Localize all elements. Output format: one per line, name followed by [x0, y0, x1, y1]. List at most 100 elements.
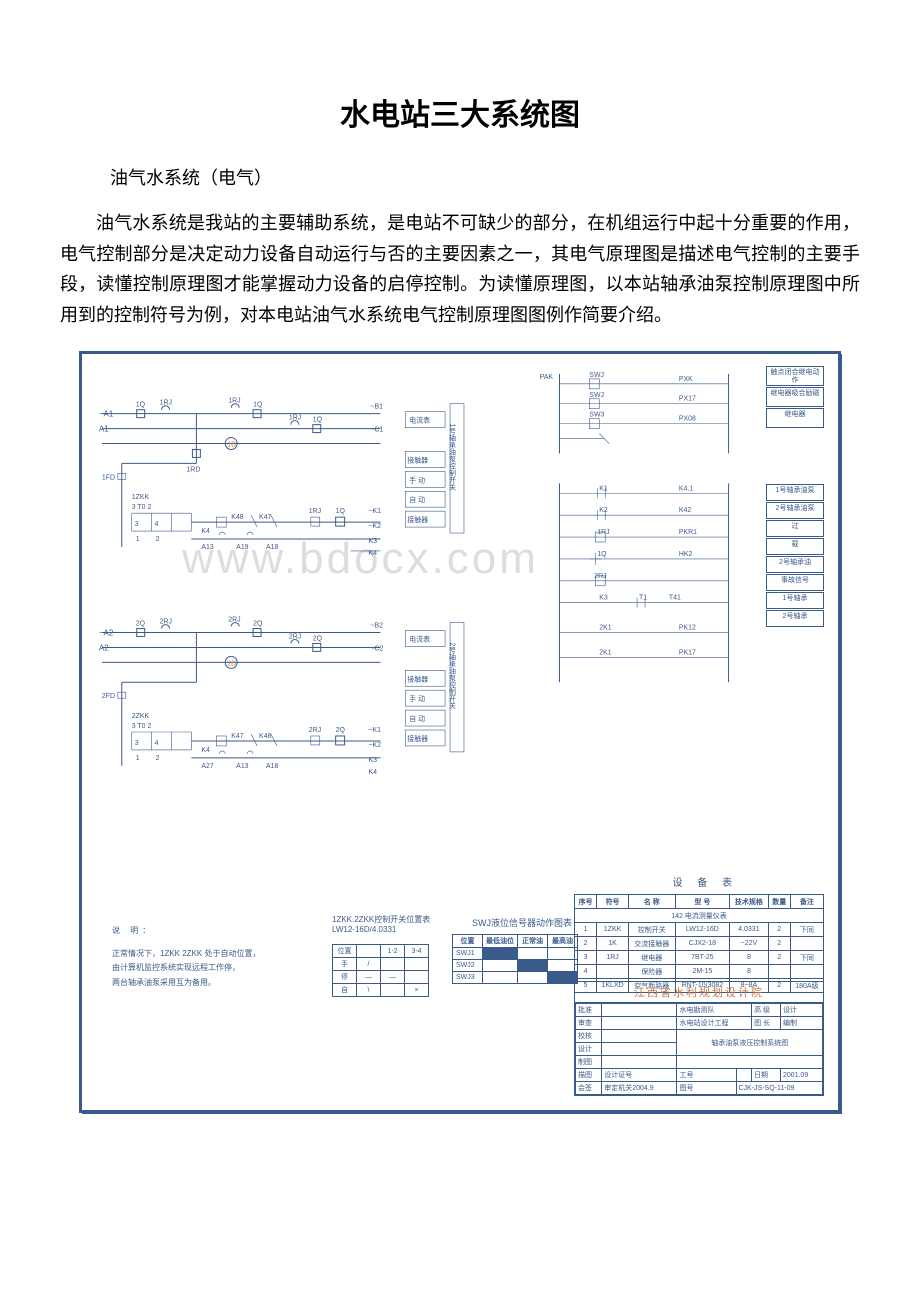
svg-text:1RJ: 1RJ — [289, 415, 301, 422]
svg-text:~A1: ~A1 — [99, 410, 114, 419]
svg-text:~C2: ~C2 — [370, 646, 383, 653]
zkk-table: 位置1-23-4 手/ 停—— 自\× — [332, 944, 429, 997]
table-row: 4保险器2M-158 — [575, 965, 824, 979]
svg-text:1Q: 1Q — [597, 551, 607, 558]
svg-text:2Q: 2Q — [136, 621, 146, 628]
svg-text:3 T0 2: 3 T0 2 — [132, 505, 152, 512]
svg-text:3: 3 — [135, 521, 139, 528]
svg-text:4: 4 — [155, 740, 159, 747]
svg-text:SWJ: SWJ — [589, 392, 604, 399]
svg-text:自 动: 自 动 — [409, 496, 425, 505]
svg-text:A18: A18 — [266, 544, 279, 551]
signal-notes-top: 触点闭合继电动作 继电器吸合励磁 继电器 — [766, 366, 824, 429]
svg-text:1FD: 1FD — [102, 475, 115, 482]
svg-text:~K2: ~K2 — [368, 523, 381, 530]
svg-text:2K1: 2K1 — [599, 625, 612, 632]
svg-text:2Q: 2Q — [336, 727, 346, 734]
svg-text:PXK: PXK — [679, 376, 693, 383]
svg-text:K48: K48 — [231, 515, 244, 522]
body-paragraph: 油气水系统是我站的主要辅助系统，是电站不可缺少的部分，在机组运行中起十分重要的作… — [60, 208, 860, 330]
svg-text:1D: 1D — [227, 442, 236, 449]
svg-text:A2: A2 — [99, 644, 109, 653]
svg-text:K4.1: K4.1 — [679, 486, 693, 493]
svg-text:1RJ: 1RJ — [309, 509, 321, 516]
svg-text:1ZKK: 1ZKK — [132, 495, 150, 502]
svg-text:2号轴承油泵控制开关: 2号轴承油泵控制开关 — [449, 643, 456, 711]
diagram-note: 说 明： 正常情况下，1ZKK 2ZKK 处于自动位置， 由计算机监控系统实现远… — [112, 924, 312, 990]
svg-text:A18: A18 — [266, 763, 279, 770]
svg-text:2RJ: 2RJ — [228, 617, 240, 624]
svg-text:2RJ: 2RJ — [160, 619, 172, 626]
svg-text:2RJ: 2RJ — [289, 634, 301, 641]
svg-text:1号轴承油泵控制开关: 1号轴承油泵控制开关 — [449, 424, 456, 492]
signal-notes-mid: 1号轴承油泵 2号轴承油泵 过 载 2号轴承油 事故信号 1号轴承 2号轴承 — [766, 484, 824, 628]
svg-text:1RJ: 1RJ — [228, 398, 240, 405]
svg-text:2RJ: 2RJ — [309, 727, 321, 734]
sig-box: 2号轴承油 — [766, 556, 824, 573]
svg-text:2RJ: 2RJ — [594, 573, 606, 580]
svg-text:2Q: 2Q — [253, 621, 263, 628]
svg-text:~B2: ~B2 — [370, 623, 383, 630]
svg-text:K47: K47 — [231, 733, 244, 740]
svg-text:1RJ: 1RJ — [160, 400, 172, 407]
sig-box: 1号轴承油泵 — [766, 484, 824, 501]
svg-text:K3: K3 — [368, 538, 377, 545]
zkk-table-title: 1ZKK.2ZKK控制开关位置表 LW12-16D/4.0331 — [332, 914, 430, 934]
svg-text:~B1: ~B1 — [370, 404, 383, 411]
svg-text:2FD: 2FD — [102, 694, 115, 701]
svg-text:K47: K47 — [259, 515, 272, 522]
svg-text:1RJ: 1RJ — [597, 529, 609, 536]
svg-text:HK2: HK2 — [679, 551, 693, 558]
swj-table: 位置最低油位正常油最高油 SWJ1 SWJ2 SWJ3 — [452, 934, 578, 984]
svg-text:PK12: PK12 — [679, 625, 696, 632]
svg-text:K42: K42 — [679, 508, 692, 515]
svg-text:A13: A13 — [201, 544, 214, 551]
swj-table-title: SWJ液位信号器动作图表 — [472, 916, 572, 929]
sig-box: 2号轴承油泵 — [766, 502, 824, 519]
sig-box: 继电器吸合励磁 — [766, 387, 824, 407]
svg-text:A1: A1 — [99, 425, 109, 434]
svg-text:SW3: SW3 — [589, 412, 604, 419]
svg-text:1: 1 — [136, 755, 140, 762]
svg-text:PK17: PK17 — [679, 650, 696, 657]
svg-text:自 动: 自 动 — [409, 714, 425, 723]
table-row: 11ZKK控制开关LW12-16D4.03312下同 — [575, 923, 824, 937]
sig-box: 载 — [766, 538, 824, 555]
svg-text:1RD: 1RD — [186, 467, 200, 474]
sig-box: 继电器 — [766, 408, 824, 428]
svg-text:K3: K3 — [599, 595, 608, 602]
svg-text:接触器: 接触器 — [407, 515, 428, 524]
svg-text:接触器: 接触器 — [407, 456, 428, 465]
svg-text:A13: A13 — [236, 763, 249, 770]
svg-text:T41: T41 — [669, 595, 681, 602]
svg-text:SWJ: SWJ — [589, 372, 604, 379]
table-row: 21K交流接触器CJX2-18~22V2 — [575, 937, 824, 951]
svg-text:A27: A27 — [201, 763, 214, 770]
svg-text:3 T0 2: 3 T0 2 — [132, 723, 152, 730]
svg-text:K4: K4 — [201, 528, 210, 535]
svg-text:A19: A19 — [236, 544, 249, 551]
svg-text:~K1: ~K1 — [368, 509, 381, 516]
svg-text:~K1: ~K1 — [368, 727, 381, 734]
svg-text:K1: K1 — [599, 486, 608, 493]
svg-text:1Q: 1Q — [336, 509, 346, 516]
svg-text:4: 4 — [155, 521, 159, 528]
svg-text:2ZKK: 2ZKK — [132, 713, 150, 720]
svg-text:K4: K4 — [368, 769, 377, 776]
svg-text:2K1: 2K1 — [599, 650, 612, 657]
svg-text:K3: K3 — [368, 757, 377, 764]
svg-text:1: 1 — [136, 536, 140, 543]
svg-text:2: 2 — [156, 536, 160, 543]
svg-text:2D: 2D — [227, 661, 236, 668]
drawing-title-block: 江西省水利规划设计院 批准水电勘测队高 级设计 审查水电站设计工程图 长编制 校… — [574, 981, 824, 1096]
svg-text:PKR1: PKR1 — [679, 529, 697, 536]
equip-table-title: 设 备 表 — [672, 874, 738, 889]
svg-text:~A2: ~A2 — [99, 629, 114, 638]
sig-box: 过 — [766, 520, 824, 537]
circuit-diagram: www.bdocx.com ~A1 A1 1Q 1RJ 1RD 1FD 1RJ — [80, 352, 840, 1112]
svg-text:手 动: 手 动 — [409, 476, 425, 485]
svg-text:电流表: 电流表 — [409, 416, 430, 425]
sig-box: 触点闭合继电动作 — [766, 366, 824, 386]
sig-box: 2号轴承 — [766, 610, 824, 627]
svg-text:2: 2 — [156, 755, 160, 762]
